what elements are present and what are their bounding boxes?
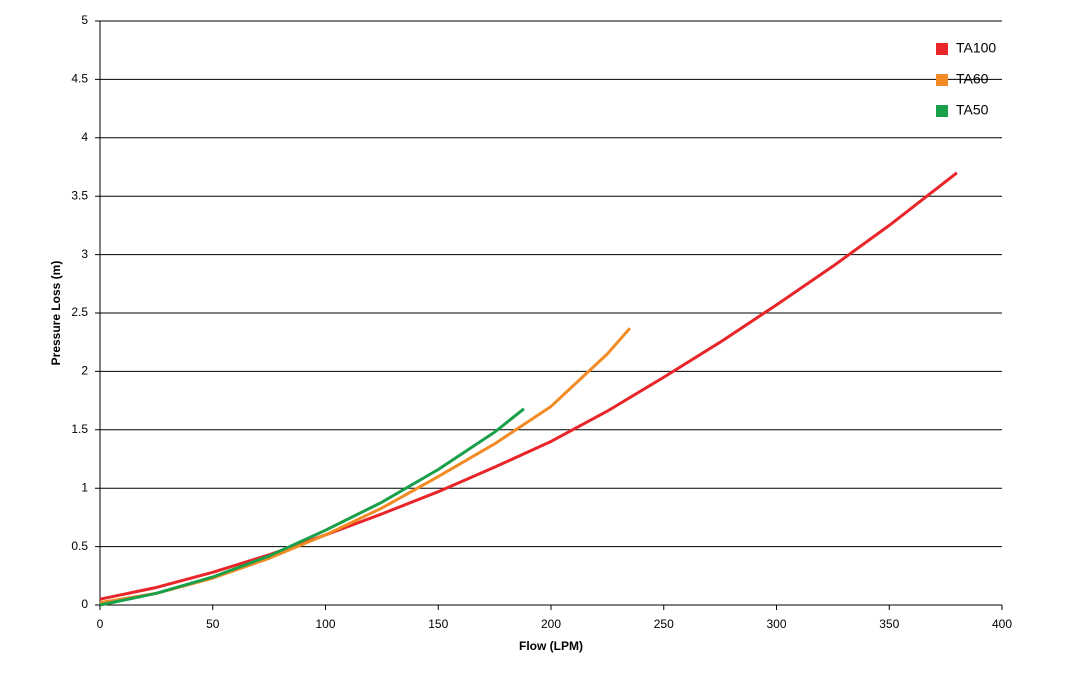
- series-line: [99, 171, 958, 601]
- series-line: [99, 407, 525, 607]
- y-tick-label: 5: [81, 13, 88, 27]
- y-tick-label: 2: [81, 364, 88, 378]
- x-tick-label: 100: [315, 617, 335, 631]
- x-tick-label: 0: [97, 617, 104, 631]
- series-line: [99, 327, 632, 605]
- x-tick-label: 50: [206, 617, 220, 631]
- y-tick-label: 1.5: [71, 422, 88, 436]
- y-tick-label: 3: [81, 247, 88, 261]
- y-tick-label: 1: [81, 480, 88, 494]
- x-tick-label: 400: [992, 617, 1012, 631]
- legend-label: TA50: [956, 102, 989, 118]
- x-axis-title: Flow (LPM): [519, 639, 583, 653]
- y-tick-label: 2.5: [71, 305, 88, 319]
- legend-marker: [936, 74, 948, 86]
- y-tick-label: 0: [81, 597, 88, 611]
- x-tick-label: 250: [654, 617, 674, 631]
- x-tick-label: 350: [879, 617, 899, 631]
- x-tick-label: 300: [766, 617, 786, 631]
- y-tick-label: 4: [81, 130, 88, 144]
- legend-marker: [936, 105, 948, 117]
- x-tick-label: 150: [428, 617, 448, 631]
- y-tick-label: 0.5: [71, 539, 88, 553]
- legend-label: TA100: [956, 40, 996, 56]
- x-tick-label: 200: [541, 617, 561, 631]
- y-axis-title: Pressure Loss (m): [49, 261, 63, 366]
- y-tick-label: 4.5: [71, 72, 88, 86]
- y-tick-label: 3.5: [71, 188, 88, 202]
- legend-marker: [936, 43, 948, 55]
- legend-label: TA60: [956, 71, 989, 87]
